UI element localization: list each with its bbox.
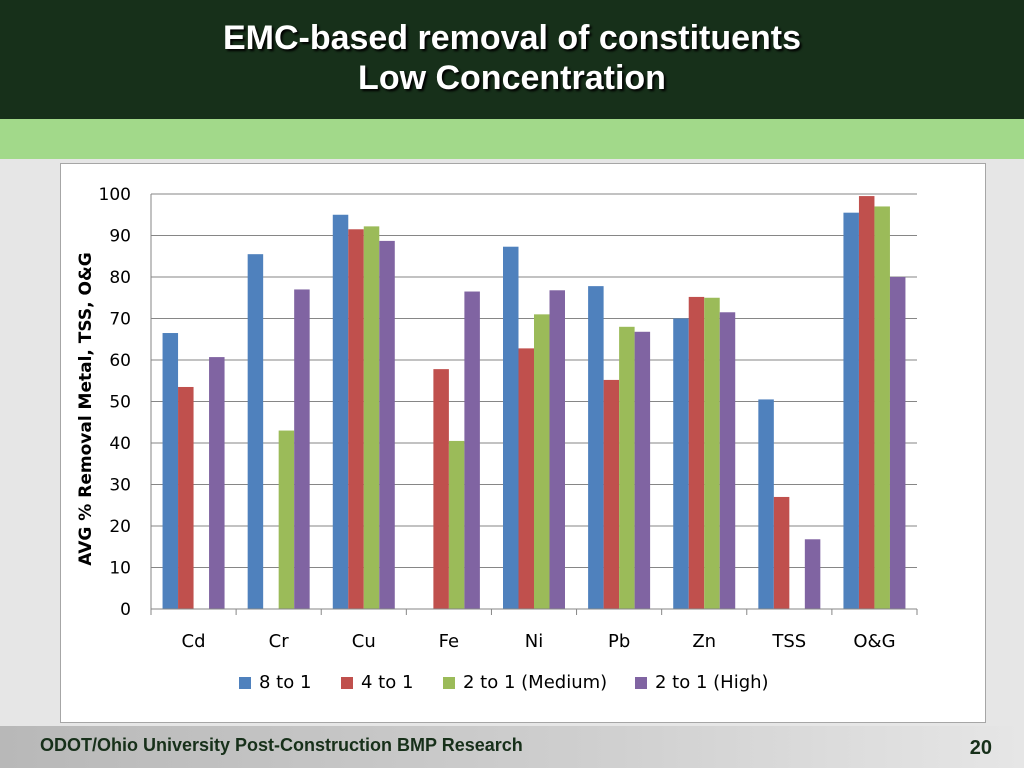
bar-chart: 0 10 20 30 40 50 60 70 80 90 100 Cd Cr Cu Fe Ni Pb Zn TSS… <box>76 185 918 693</box>
legend-label: 2 to 1 (High) <box>655 672 769 693</box>
legend-swatch <box>635 677 647 689</box>
bar-8-to-1-cr <box>247 254 264 610</box>
bar-2-to-1-high--cu <box>379 240 395 609</box>
chart-container: 0 10 20 30 40 50 60 70 80 90 100 Cd Cr Cu Fe Ni Pb Zn TSS… <box>60 163 986 723</box>
bar-4-to-1-cd <box>178 386 194 609</box>
bar-2-to-1-high--tss <box>804 539 821 609</box>
bar-8-to-1-og <box>843 212 859 610</box>
legend: 8 to 1 4 to 1 2 to 1 (Medium) 2 to 1 (High) <box>239 672 769 693</box>
x-tick-label: TSS <box>771 631 806 652</box>
legend-label: 2 to 1 (Medium) <box>463 672 607 693</box>
page-number: 20 <box>969 737 992 759</box>
bar-4-to-1-ni <box>518 348 534 609</box>
x-tick-label: O&G <box>853 631 895 652</box>
y-tick-label: 20 <box>109 517 131 537</box>
y-tick-label: 40 <box>109 434 131 454</box>
x-tick-label: Pb <box>608 631 630 652</box>
bar-2-to-1-medium--cu <box>363 226 380 609</box>
y-tick-label: 70 <box>109 310 131 330</box>
bar-2-to-1-medium--ni <box>534 314 550 609</box>
bar-4-to-1-og <box>858 196 875 609</box>
legend-swatch <box>443 677 455 689</box>
bar-4-to-1-zn <box>688 296 705 609</box>
x-tick-label: Cr <box>269 631 290 652</box>
bar-8-to-1-cu <box>332 214 349 609</box>
bar-2-to-1-high--pb <box>634 331 651 609</box>
footer-text: ODOT/Ohio University Post-Construction B… <box>40 735 523 755</box>
y-axis-label: AVG % Removal Metal, TSS, O&G <box>76 252 96 565</box>
x-tick-labels: Cd Cr Cu Fe Ni Pb Zn TSS O&G <box>182 631 896 652</box>
slide-title-line2: Low Concentration <box>358 59 666 97</box>
y-tick-label: 80 <box>109 268 131 288</box>
y-tick-labels: 0 10 20 30 40 50 60 70 80 90 100 <box>99 185 131 620</box>
slide-title: EMC-based removal of constituents Low Co… <box>0 18 1024 98</box>
bar-2-to-1-high--cd <box>209 357 225 609</box>
footer-bar: ODOT/Ohio University Post-Construction B… <box>0 726 1024 768</box>
bar-2-to-1-medium--zn <box>704 297 720 609</box>
y-tick-label: 50 <box>109 393 131 413</box>
bar-8-to-1-zn <box>673 318 689 609</box>
bar-8-to-1-tss <box>758 399 774 609</box>
accent-band <box>0 119 1024 159</box>
legend-swatch <box>341 677 353 689</box>
legend-swatch <box>239 677 251 689</box>
bar-8-to-1-cd <box>162 333 179 609</box>
bar-4-to-1-fe <box>433 369 449 609</box>
x-tick-label: Fe <box>439 631 459 652</box>
bar-2-to-1-high--ni <box>549 290 565 609</box>
bar-2-to-1-medium--fe <box>448 440 465 609</box>
legend-label: 8 to 1 <box>259 672 311 693</box>
title-bar: EMC-based removal of constituents Low Co… <box>0 0 1024 119</box>
y-tick-label: 60 <box>109 351 131 371</box>
bar-2-to-1-medium--cr <box>278 430 295 609</box>
axes <box>150 194 918 615</box>
bar-2-to-1-medium--og <box>874 206 890 609</box>
y-tick-label: 100 <box>99 185 131 205</box>
bar-8-to-1-pb <box>588 286 604 609</box>
y-tick-label: 0 <box>120 600 131 620</box>
legend-label: 4 to 1 <box>361 672 413 693</box>
bar-2-to-1-high--fe <box>464 291 480 609</box>
bar-2-to-1-high--cr <box>294 289 310 609</box>
y-tick-label: 90 <box>109 227 131 247</box>
bar-2-to-1-high--og <box>889 277 906 609</box>
x-tick-label: Cd <box>182 631 206 652</box>
slide-title-line1: EMC-based removal of constituents <box>222 19 802 57</box>
y-tick-label: 10 <box>109 559 131 579</box>
x-tick-label: Ni <box>525 631 543 652</box>
x-tick-label: Zn <box>692 631 716 652</box>
y-tick-label: 30 <box>109 476 131 496</box>
x-tick-label: Cu <box>352 631 376 652</box>
bar-2-to-1-medium--pb <box>619 326 635 609</box>
bar-8-to-1-ni <box>503 246 519 609</box>
bar-4-to-1-cu <box>348 229 364 609</box>
bar-marks <box>162 196 906 610</box>
bar-4-to-1-tss <box>773 496 790 609</box>
bar-4-to-1-pb <box>603 379 620 609</box>
bar-2-to-1-high--zn <box>719 312 736 609</box>
